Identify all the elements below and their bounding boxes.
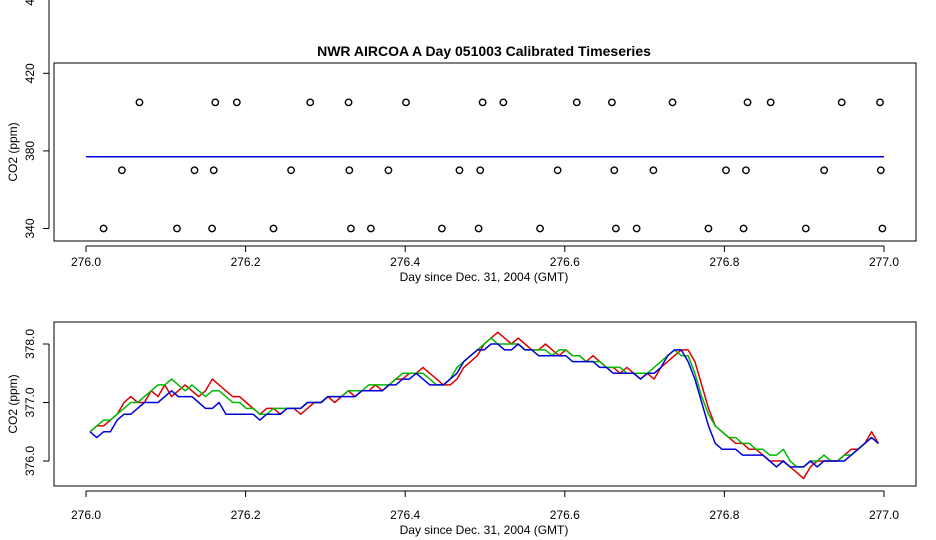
data-point	[801, 224, 810, 233]
data-point	[610, 166, 619, 175]
data-point	[876, 98, 884, 107]
data-point	[173, 224, 181, 233]
y-axis-label-bottom: CO2 (ppm)	[6, 374, 20, 433]
x-tick-label: 276.2	[231, 508, 261, 522]
y-tick-label: 420	[23, 63, 37, 83]
data-point	[345, 166, 354, 175]
panel-top-scatter: Day since Dec. 31, 2004 (GMT) CO2 (ppm) …	[6, 0, 917, 284]
data-point	[474, 224, 483, 233]
series-line-blue	[89, 343, 879, 468]
data-point	[536, 224, 544, 233]
x-tick-label: 276.0	[71, 508, 101, 522]
data-point	[704, 224, 713, 233]
data-point	[118, 166, 126, 175]
y-tick-label: 376.0	[23, 446, 37, 476]
x-axis-label-top: Day since Dec. 31, 2004 (GMT)	[400, 270, 569, 284]
y-tick-label: 377.0	[23, 387, 37, 417]
data-point	[208, 224, 216, 233]
data-point	[878, 224, 887, 233]
x-tick-label: 277.0	[869, 508, 899, 522]
data-point	[876, 166, 885, 175]
data-point	[366, 224, 375, 233]
y-tick-label: 378.0	[23, 329, 37, 359]
data-point	[607, 98, 616, 107]
x-tick-label: 276.8	[709, 508, 739, 522]
data-point	[820, 166, 829, 175]
data-point	[99, 224, 108, 233]
data-point	[402, 98, 410, 107]
data-point	[269, 224, 278, 233]
data-point	[232, 98, 241, 107]
data-point	[476, 166, 485, 175]
data-point	[837, 98, 846, 107]
series-line-green	[89, 337, 879, 468]
data-point	[739, 224, 748, 233]
x-tick-label: 276.0	[71, 255, 101, 269]
y-tick-label: 380	[23, 141, 37, 161]
data-point	[344, 98, 353, 107]
data-point	[649, 166, 658, 175]
data-point	[438, 224, 446, 233]
data-point	[209, 166, 218, 175]
data-point	[572, 98, 581, 107]
y-tick-label: 460	[23, 0, 37, 6]
x-tick-label: 276.8	[709, 255, 739, 269]
panel-bottom-line: Day since Dec. 31, 2004 (GMT) CO2 (ppm) …	[6, 321, 917, 537]
data-point	[553, 166, 562, 175]
data-point	[384, 166, 393, 175]
x-tick-label: 276.6	[550, 508, 580, 522]
data-point	[190, 166, 199, 175]
x-tick-label: 276.2	[231, 255, 261, 269]
x-axis-label-bottom: Day since Dec. 31, 2004 (GMT)	[400, 523, 569, 537]
y-tick-label: 340	[23, 218, 37, 238]
data-point	[455, 166, 464, 175]
data-point	[722, 166, 730, 175]
data-point	[287, 166, 295, 175]
data-point	[632, 224, 641, 233]
data-point	[478, 98, 487, 107]
data-point	[611, 224, 620, 233]
series-line-red	[89, 331, 880, 480]
chart-title: NWR AIRCOA A Day 051003 Calibrated Times…	[317, 43, 651, 59]
data-point	[347, 224, 355, 233]
data-point	[306, 98, 315, 107]
data-point	[135, 98, 144, 107]
y-axis-label-top: CO2 (ppm)	[6, 122, 20, 181]
x-tick-label: 276.6	[550, 255, 580, 269]
data-point	[499, 98, 508, 107]
x-tick-label: 276.4	[390, 508, 420, 522]
data-point	[211, 98, 220, 107]
data-point	[742, 166, 750, 175]
plot-frame-top	[53, 62, 917, 242]
data-point	[743, 98, 752, 107]
x-tick-label: 277.0	[869, 255, 899, 269]
data-point	[668, 98, 677, 107]
plot-frame-bottom	[53, 321, 917, 487]
x-tick-label: 276.4	[390, 255, 420, 269]
data-point	[766, 98, 775, 107]
